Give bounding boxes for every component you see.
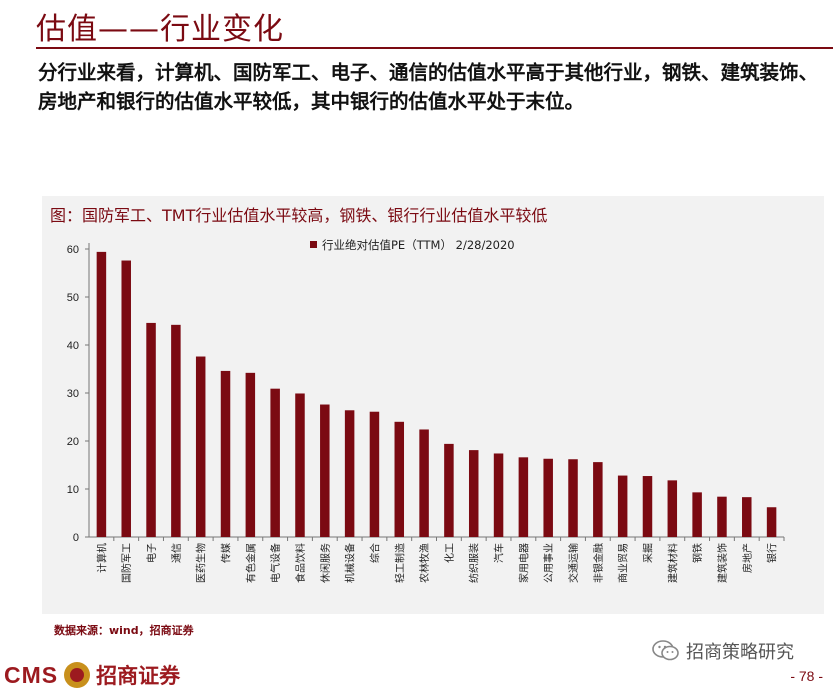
wechat-account: 招商策略研究	[652, 638, 794, 664]
x-tick-label: 汽车	[493, 543, 506, 563]
x-tick-label: 医药生物	[195, 543, 208, 583]
x-tick-label: 交通运输	[567, 543, 580, 583]
bar	[121, 260, 131, 537]
bar	[593, 462, 603, 537]
y-tick-label: 50	[67, 292, 79, 304]
bar	[96, 251, 107, 537]
bar	[444, 443, 454, 537]
bar	[717, 496, 727, 537]
bar	[320, 404, 330, 537]
bar	[642, 476, 653, 537]
x-tick-label: 商业贸易	[617, 543, 630, 583]
chart-caption: 图：国防军工、TMT行业估值水平较高，钢铁、银行行业估值水平较低	[50, 206, 548, 225]
legend-label: 行业绝对估值PE（TTM） 2/28/2020	[322, 238, 515, 252]
bar	[195, 356, 206, 537]
bar	[270, 388, 280, 537]
bar	[146, 322, 156, 537]
bar	[171, 324, 181, 537]
bar	[766, 507, 777, 537]
page-number: - 78 -	[790, 668, 823, 684]
x-tick-label: 休闲服务	[319, 543, 332, 583]
x-tick-label: 农林牧渔	[418, 543, 431, 583]
wechat-icon	[652, 640, 679, 661]
cms-emblem-icon	[64, 662, 91, 688]
x-tick-label: 公用事业	[542, 543, 555, 583]
x-tick-label: 建筑材料	[666, 543, 679, 583]
x-tick-label: 银行	[766, 543, 779, 563]
x-tick-label: 轻工制造	[393, 543, 406, 583]
data-source-note: 数据来源：wind，招商证券	[54, 624, 194, 637]
x-tick-label: 房地产	[741, 543, 754, 573]
x-tick-label: 钢铁	[691, 543, 704, 563]
title-divider	[36, 47, 833, 49]
x-tick-label: 化工	[443, 543, 456, 563]
x-tick-label: 纺织服装	[468, 543, 481, 583]
x-tick-label: 综合	[368, 543, 381, 563]
x-tick-label: 食品饮料	[294, 543, 307, 583]
intro-paragraph: 分行业来看，计算机、国防军工、电子、通信的估值水平高于其他行业，钢铁、建筑装饰、…	[38, 61, 819, 113]
y-tick-label: 40	[67, 340, 79, 352]
brand-name: 招商证券	[96, 664, 181, 688]
y-tick-label: 20	[67, 436, 79, 448]
bar	[518, 457, 529, 537]
bar	[692, 492, 702, 537]
x-tick-label: 非银金融	[592, 543, 605, 583]
bar	[667, 480, 678, 537]
x-tick-label: 家用电器	[517, 543, 530, 583]
bar	[617, 475, 628, 537]
x-tick-label: 计算机	[95, 543, 108, 573]
x-tick-label: 国防军工	[120, 543, 133, 583]
bar	[419, 429, 429, 537]
bar	[543, 458, 553, 537]
wechat-account-name: 招商策略研究	[686, 642, 794, 663]
bar	[220, 370, 231, 537]
bar	[568, 459, 578, 537]
bar	[295, 393, 305, 537]
legend-swatch	[310, 241, 317, 248]
bar	[493, 453, 504, 537]
y-tick-label: 60	[67, 244, 79, 256]
cms-logo: CMS 招商证券	[4, 662, 180, 688]
x-tick-label: 机械设备	[344, 543, 357, 583]
bar	[344, 410, 355, 537]
bar	[369, 411, 380, 537]
x-tick-label: 传媒	[221, 543, 233, 563]
x-tick-label: 电子	[145, 543, 158, 563]
bar	[742, 497, 752, 537]
x-tick-label: 采掘	[641, 543, 654, 563]
y-tick-label: 30	[67, 388, 79, 400]
y-tick-label: 0	[73, 532, 79, 544]
y-tick-label: 10	[67, 484, 79, 496]
bar	[394, 421, 405, 537]
x-tick-label: 有色金属	[244, 543, 257, 583]
bar-chart: 0 10 20 30 40 50 60 计算机 国防军工 电子 通信 医药生物 传媒 有色金属 电气设备 食品…	[67, 238, 785, 583]
bar	[245, 372, 256, 537]
bar	[468, 450, 479, 537]
x-tick-label: 建筑装饰	[716, 543, 729, 583]
x-tick-label: 通信	[171, 543, 183, 563]
cms-logo-text: CMS	[4, 661, 59, 688]
page-title: 估值——行业变化	[36, 12, 284, 47]
x-tick-label: 电气设备	[269, 543, 282, 583]
chart-panel: 图：国防军工、TMT行业估值水平较高，钢铁、银行行业估值水平较低 0 10 20 30…	[42, 196, 824, 614]
